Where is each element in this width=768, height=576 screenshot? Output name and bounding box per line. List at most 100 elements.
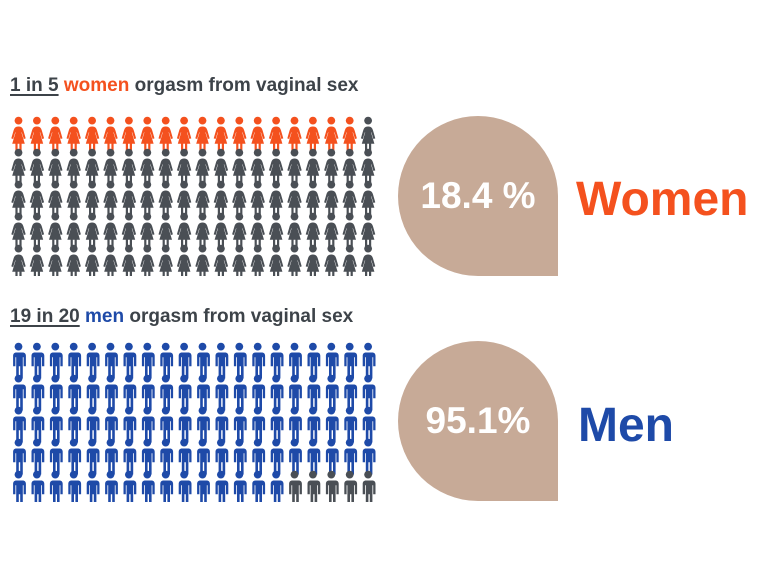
man-icon: [307, 374, 321, 411]
woman-icon: [103, 116, 118, 152]
woman-icon: [268, 180, 284, 216]
man-icon: [215, 438, 229, 475]
men-subject: men: [85, 306, 125, 327]
man-icon: [13, 438, 26, 475]
man-icon: [178, 438, 192, 475]
woman-icon: [11, 148, 26, 184]
woman-icon: [287, 212, 302, 248]
man-icon: [105, 438, 118, 475]
man-icon: [123, 406, 137, 443]
woman-icon: [195, 212, 210, 248]
man-icon: [289, 406, 302, 443]
woman-icon: [195, 116, 210, 152]
woman-icon: [287, 148, 302, 184]
woman-icon: [11, 116, 26, 152]
man-icon: [307, 470, 321, 502]
man-icon: [215, 374, 229, 411]
woman-icon: [360, 180, 376, 216]
men-pictograph: [13, 342, 376, 502]
women-subject: women: [63, 75, 130, 96]
woman-icon: [140, 180, 155, 216]
woman-icon: [213, 116, 229, 152]
woman-icon: [48, 148, 63, 184]
man-icon: [233, 470, 247, 502]
men-label: Men: [578, 399, 674, 452]
woman-icon: [213, 212, 229, 248]
men-percent-label: 95.1%: [425, 400, 531, 441]
man-icon: [68, 374, 82, 411]
woman-icon: [48, 116, 63, 152]
woman-icon: [84, 212, 100, 248]
woman-icon: [324, 180, 339, 216]
man-icon: [233, 406, 247, 443]
man-icon: [289, 342, 302, 379]
man-icon: [344, 374, 358, 411]
woman-icon: [158, 180, 173, 216]
woman-icon: [360, 244, 376, 276]
man-icon: [86, 438, 100, 475]
man-icon: [233, 438, 247, 475]
man-icon: [13, 406, 26, 443]
man-icon: [197, 470, 210, 502]
woman-icon: [48, 180, 63, 216]
woman-icon: [103, 180, 118, 216]
man-icon: [105, 342, 118, 379]
man-icon: [13, 342, 26, 379]
woman-icon: [268, 212, 284, 248]
woman-icon: [11, 212, 26, 248]
man-icon: [197, 438, 210, 475]
woman-icon: [213, 148, 229, 184]
woman-icon: [360, 116, 376, 152]
man-icon: [307, 342, 321, 379]
man-icon: [86, 342, 100, 379]
man-icon: [252, 438, 266, 475]
woman-icon: [305, 244, 321, 276]
man-icon: [31, 374, 45, 411]
woman-icon: [305, 180, 321, 216]
woman-icon: [66, 212, 81, 248]
woman-icon: [176, 180, 192, 216]
woman-icon: [48, 212, 63, 248]
man-icon: [289, 438, 302, 475]
man-icon: [270, 470, 284, 502]
women-caption: 1 in 5 women orgasm from vaginal sex: [10, 75, 358, 97]
woman-icon: [213, 180, 229, 216]
man-icon: [362, 470, 376, 502]
woman-icon: [66, 180, 81, 216]
woman-icon: [29, 180, 45, 216]
man-icon: [123, 438, 137, 475]
woman-icon: [268, 148, 284, 184]
man-icon: [252, 406, 266, 443]
man-icon: [105, 470, 118, 502]
man-icon: [178, 374, 192, 411]
man-icon: [160, 374, 174, 411]
man-icon: [13, 374, 26, 411]
man-icon: [325, 374, 339, 411]
man-icon: [233, 374, 247, 411]
man-icon: [197, 342, 210, 379]
woman-icon: [29, 244, 45, 276]
man-icon: [160, 438, 174, 475]
men-percent-drop: 95.1%: [398, 341, 558, 501]
women-percent-drop: 18.4 %: [398, 116, 558, 276]
woman-icon: [84, 244, 100, 276]
man-icon: [178, 406, 192, 443]
man-icon: [13, 470, 26, 502]
man-icon: [307, 438, 321, 475]
man-icon: [31, 406, 45, 443]
man-icon: [86, 406, 100, 443]
woman-icon: [342, 148, 357, 184]
woman-icon: [324, 148, 339, 184]
man-icon: [325, 470, 339, 502]
woman-icon: [250, 148, 265, 184]
man-icon: [362, 374, 376, 411]
women-pictograph: [11, 116, 376, 276]
woman-icon: [268, 244, 284, 276]
woman-icon: [250, 212, 265, 248]
man-icon: [49, 438, 63, 475]
man-icon: [270, 342, 284, 379]
man-icon: [270, 406, 284, 443]
woman-icon: [84, 116, 100, 152]
man-icon: [31, 470, 45, 502]
woman-icon: [176, 148, 192, 184]
